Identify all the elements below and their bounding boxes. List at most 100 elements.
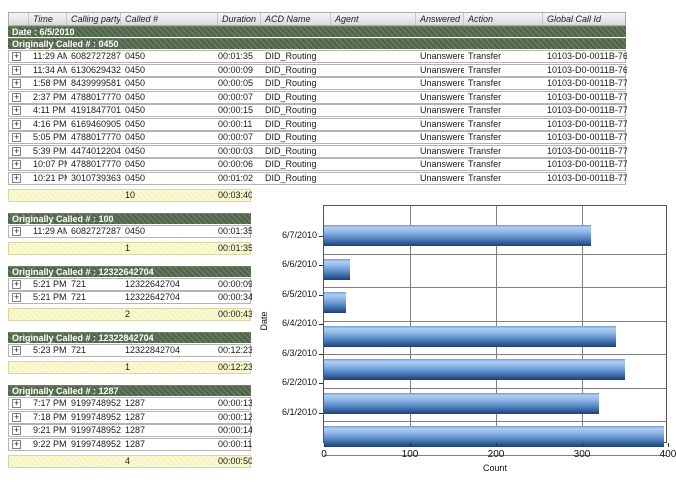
report-sections: Date : 6/5/2010 Originally Called # : 045… <box>8 26 627 468</box>
action-cell: Transfer <box>468 51 502 61</box>
summary-count: 1 <box>125 242 131 253</box>
calling-party-cell: 9199748952 <box>71 398 121 408</box>
duration-cell: 00:01:02 <box>218 172 254 183</box>
expand-icon[interactable] <box>12 52 21 61</box>
called-cell: 0450 <box>125 105 146 115</box>
duration-cell: 00:00:07 <box>218 132 254 142</box>
calling-party-cell: 6082727287 <box>71 225 121 236</box>
y-tick-mark <box>319 412 323 414</box>
time-cell: 5:05 PM <box>33 132 67 142</box>
y-tick-mark <box>319 353 323 355</box>
action-cell: Transfer <box>468 132 502 142</box>
x-tick-label: 400 <box>659 449 676 460</box>
answered-cell: Unanswered <box>420 78 464 88</box>
call-row: 5:21 PM 721 12322642704 00:00:09 <box>8 277 252 291</box>
expand-icon[interactable] <box>12 226 21 236</box>
call-row: 5:23 PM 721 12322842704 00:12:23 <box>8 344 252 357</box>
call-row: 7:18 PM 9199748952 1287 00:00:12 <box>8 410 252 424</box>
expand-icon[interactable] <box>12 439 21 449</box>
call-row: 9:21 PM 9199748952 1287 00:00:14 <box>8 424 252 437</box>
x-tick-mark <box>324 443 325 447</box>
time-cell: 11:29 AM <box>33 51 67 61</box>
answered-cell: Unanswered <box>420 145 464 156</box>
summary-count: 1 <box>125 362 131 372</box>
call-row: 10:07 PM 4788017770 0450 00:00:06 DID_Routin… <box>8 158 627 171</box>
col-header-agent: Agent <box>331 13 416 25</box>
x-tick-label: 100 <box>401 449 419 460</box>
called-cell: 0450 <box>125 145 146 156</box>
expand-icon[interactable] <box>12 293 21 302</box>
expand-icon[interactable] <box>12 79 21 88</box>
col-header-called: Called # <box>121 13 218 25</box>
action-cell: Transfer <box>468 172 502 183</box>
called-cell: 1287 <box>125 425 146 435</box>
expand-icon[interactable] <box>12 279 21 289</box>
expand-icon[interactable] <box>12 173 21 183</box>
expand-icon[interactable] <box>12 119 21 129</box>
expand-cell <box>9 346 29 355</box>
time-cell: 1:58 PM <box>33 78 67 88</box>
summary-count: 2 <box>125 309 131 319</box>
time-cell: 5:21 PM <box>33 292 67 302</box>
expand-cell <box>9 173 29 183</box>
expand-icon[interactable] <box>12 412 21 422</box>
expand-cell <box>9 65 29 75</box>
duration-cell: 00:00:11 <box>218 438 252 449</box>
y-tick-mark <box>319 235 323 237</box>
summary-duration: 00:01:35 <box>218 242 252 253</box>
y-tick-label: 6/4/2010 <box>281 318 317 329</box>
expand-icon[interactable] <box>12 160 21 169</box>
expand-icon[interactable] <box>12 133 21 142</box>
global-call-id-cell: 10103-D0-0011B-768 <box>547 51 627 61</box>
duration-cell: 00:00:07 <box>218 91 254 102</box>
expand-icon[interactable] <box>12 346 21 355</box>
acd-name-cell: DID_Routing <box>265 145 317 156</box>
action-cell: Transfer <box>468 78 502 88</box>
called-cell: 0450 <box>125 159 146 169</box>
calling-party-cell: 6130629432 <box>71 64 121 75</box>
duration-cell: 00:00:05 <box>218 78 254 88</box>
global-call-id-cell: 10103-D0-0011B-77F <box>547 172 627 183</box>
acd-name-cell: DID_Routing <box>265 51 317 61</box>
summary-duration: 00:12:23 <box>218 362 252 372</box>
chart-bar <box>324 392 600 414</box>
col-header-action: Action <box>464 13 543 25</box>
expand-icon[interactable] <box>12 106 21 115</box>
expand-cell <box>9 426 29 435</box>
col-header-acd-name: ACD Name <box>261 13 331 25</box>
called-cell: 1287 <box>125 438 146 449</box>
chart-bar <box>324 359 625 380</box>
duration-cell: 00:12:23 <box>218 345 252 355</box>
x-tick-mark <box>410 443 411 447</box>
time-cell: 7:18 PM <box>33 411 67 422</box>
acd-name-cell: DID_Routing <box>265 105 317 115</box>
expand-icon[interactable] <box>12 399 21 408</box>
expand-cell <box>9 146 29 156</box>
expand-icon[interactable] <box>12 146 21 156</box>
expand-icon[interactable] <box>12 92 21 102</box>
x-axis-label: Count <box>482 463 508 473</box>
report-group: Originally Called # : 1287 7:17 PM 9199748… <box>8 385 627 468</box>
duration-cell: 00:00:14 <box>218 425 252 435</box>
summary-row: 10 00:03:40 <box>8 188 252 202</box>
acd-name-cell: DID_Routing <box>265 78 317 88</box>
expand-icon[interactable] <box>12 426 21 435</box>
x-tick-mark <box>496 443 497 447</box>
x-tick-label: 300 <box>573 449 591 460</box>
expand-cell <box>9 79 29 88</box>
expand-icon[interactable] <box>12 65 21 75</box>
calling-party-cell: 6082727287 <box>71 51 121 61</box>
duration-cell: 00:00:13 <box>218 398 252 408</box>
calling-party-cell: 4474012204 <box>71 145 121 156</box>
call-row: 5:05 PM 4788017770 0450 00:00:07 DID_Routing… <box>8 131 627 144</box>
y-tick-mark <box>319 324 323 326</box>
call-row: 4:16 PM 6169460905 0450 00:00:11 DID_Routing… <box>8 117 627 131</box>
group-header-bar: Originally Called # : 0450 <box>8 38 626 49</box>
summary-count: 10 <box>125 189 136 200</box>
calling-party-cell: 9199748952 <box>71 411 121 422</box>
duration-cell: 00:00:06 <box>218 159 254 169</box>
acd-name-cell: DID_Routing <box>265 172 317 183</box>
y-tick-label: 6/2/2010 <box>281 377 317 388</box>
y-tick-label: 6/1/2010 <box>281 406 317 417</box>
global-call-id-cell: 10103-D0-0011B-772 <box>547 105 627 115</box>
